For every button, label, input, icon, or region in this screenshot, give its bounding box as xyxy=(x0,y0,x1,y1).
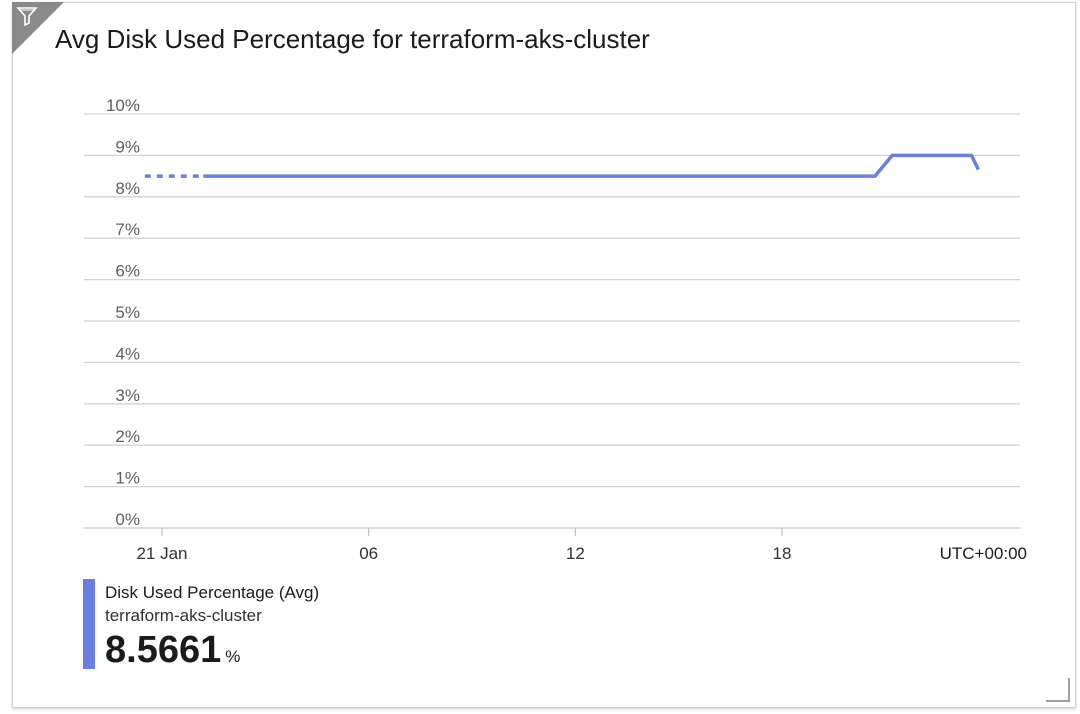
y-tick-label: 5% xyxy=(115,303,140,322)
filter-icon[interactable] xyxy=(16,5,38,27)
y-tick-label: 10% xyxy=(106,96,140,115)
series-line xyxy=(203,153,980,178)
y-tick-label: 8% xyxy=(115,179,140,198)
y-tick-label: 7% xyxy=(115,220,140,239)
x-tick-label: 06 xyxy=(359,544,378,563)
y-tick-label: 1% xyxy=(115,469,140,488)
legend-value-number: 8.5661 xyxy=(105,629,222,671)
resize-handle-icon[interactable] xyxy=(1046,678,1070,702)
legend-metric-name: Disk Used Percentage (Avg) xyxy=(105,583,320,602)
legend-series-color-bar xyxy=(83,579,95,669)
y-tick-label: 3% xyxy=(115,386,140,405)
x-tick-label: 18 xyxy=(773,544,792,563)
legend-resource-name: terraform-aks-cluster xyxy=(105,606,262,625)
y-tick-label: 9% xyxy=(115,137,140,156)
chart-title: Avg Disk Used Percentage for terraform-a… xyxy=(55,24,650,54)
timezone-label: UTC+00:00 xyxy=(940,544,1027,563)
x-tick-label: 21 Jan xyxy=(136,544,187,563)
y-tick-label: 6% xyxy=(115,262,140,281)
chart-tile[interactable] xyxy=(12,2,1076,708)
y-tick-label: 0% xyxy=(115,510,140,529)
legend-value-unit: % xyxy=(225,647,241,666)
y-tick-label: 2% xyxy=(115,427,140,446)
x-tick-label: 12 xyxy=(566,544,585,563)
legend-value: 8.5661% xyxy=(105,629,240,672)
y-tick-label: 4% xyxy=(115,344,140,363)
